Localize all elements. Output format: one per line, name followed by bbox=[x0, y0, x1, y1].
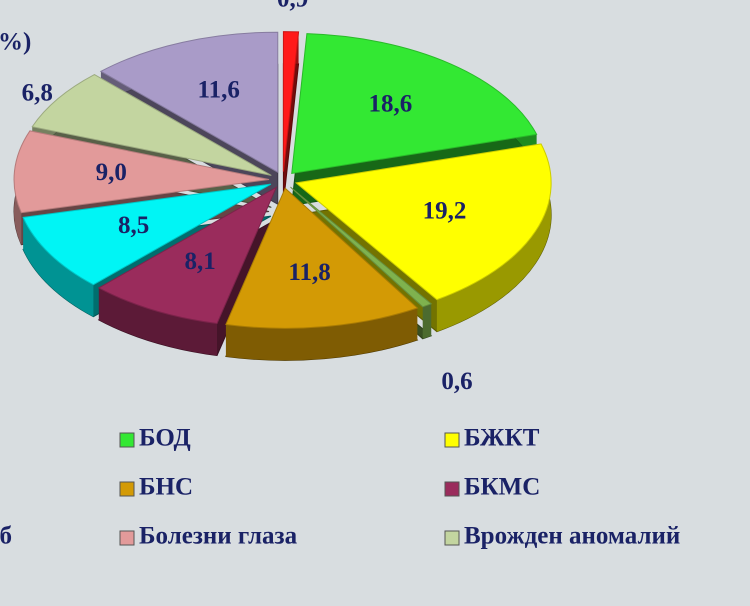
legend-swatch bbox=[444, 481, 460, 497]
legend-label: БКМС bbox=[464, 474, 540, 501]
data-label: 0,6 bbox=[441, 368, 472, 395]
legend-swatch bbox=[119, 481, 135, 497]
chart-title: %) bbox=[0, 29, 31, 56]
legend-swatch bbox=[444, 432, 460, 448]
slice bbox=[282, 31, 300, 172]
slice bbox=[294, 143, 552, 301]
legend-swatch bbox=[444, 530, 460, 546]
data-label: 19,2 bbox=[423, 198, 467, 225]
data-label: 0,9 bbox=[277, 0, 308, 13]
slice bbox=[291, 33, 538, 175]
data-label: 18,6 bbox=[369, 90, 413, 117]
legend-label: Болезни глаза bbox=[139, 523, 298, 550]
data-label: 6,8 bbox=[22, 80, 53, 107]
legend-label: БНС bbox=[139, 474, 193, 501]
legend-label: б bbox=[0, 523, 12, 550]
legend-swatch bbox=[119, 530, 135, 546]
slice-wall bbox=[225, 308, 418, 361]
data-label: 11,6 bbox=[197, 76, 239, 103]
legend-label: Врожден аномалий bbox=[464, 523, 680, 550]
slice-wall bbox=[23, 217, 94, 317]
data-label: 9,0 bbox=[96, 159, 127, 186]
slice bbox=[99, 31, 279, 174]
slice bbox=[290, 186, 433, 308]
slice bbox=[22, 183, 272, 286]
slice-wall bbox=[422, 303, 432, 339]
data-label: 8,5 bbox=[118, 212, 149, 239]
slice bbox=[31, 73, 272, 176]
data-label: 11,8 bbox=[288, 259, 330, 286]
slice-wall bbox=[98, 287, 217, 356]
slice bbox=[225, 187, 419, 329]
slice bbox=[13, 130, 270, 214]
slice bbox=[97, 186, 278, 325]
legend-label: БЖКТ bbox=[464, 425, 540, 452]
legend-label: БОД bbox=[139, 425, 191, 452]
data-label: 8,1 bbox=[185, 248, 216, 275]
legend-swatch bbox=[119, 432, 135, 448]
slice-wall bbox=[436, 143, 552, 332]
